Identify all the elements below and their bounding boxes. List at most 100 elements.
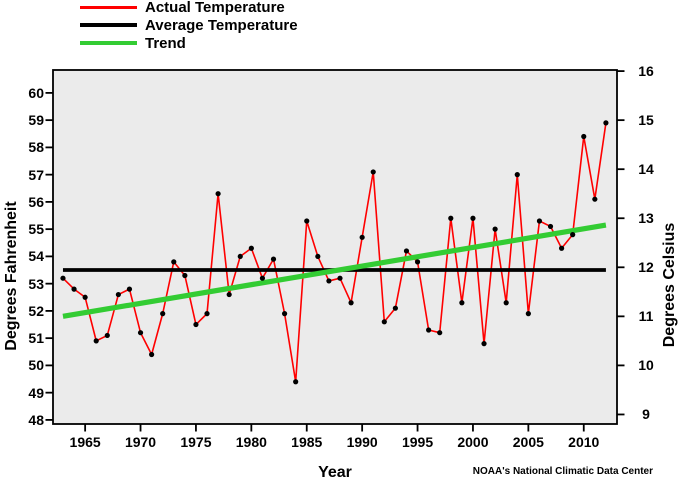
- data-point-marker: [193, 321, 199, 328]
- legend-item-actual-temperature: Actual Temperature: [80, 0, 298, 16]
- legend-label-average-temperature: Average Temperature: [145, 16, 298, 34]
- trend-line: [62, 222, 607, 319]
- fahrenheit-tick-label: 60: [28, 84, 44, 101]
- data-point-marker: [204, 311, 210, 317]
- data-point-marker: [226, 291, 232, 298]
- year-tick-label: 1975: [180, 434, 212, 450]
- data-point-marker: [525, 311, 531, 317]
- fahrenheit-tick-label: 55: [28, 221, 44, 238]
- data-point-marker: [82, 294, 88, 300]
- data-point-marker: [414, 259, 421, 265]
- fahrenheit-tick-label: 51: [28, 330, 44, 347]
- legend-item-trend: Trend: [80, 34, 298, 52]
- data-point-marker: [60, 275, 66, 281]
- celsius-tick-label: 14: [638, 161, 654, 178]
- fahrenheit-tick-label: 52: [28, 302, 44, 319]
- fahrenheit-tick-label: 49: [28, 384, 44, 401]
- data-point-marker: [470, 215, 476, 221]
- data-point-marker: [281, 311, 288, 317]
- data-point-marker: [392, 305, 398, 311]
- fahrenheit-tick-label: 56: [28, 193, 44, 210]
- data-point-marker: [558, 245, 565, 251]
- plot-background: [53, 70, 617, 424]
- celsius-tick-label: 13: [638, 210, 654, 227]
- data-point-marker: [348, 300, 354, 306]
- plot-frame: [52, 69, 618, 425]
- year-tick-label: 2005: [512, 434, 544, 450]
- year-tick-label: 1965: [69, 434, 101, 450]
- data-point-marker: [403, 248, 410, 254]
- fahrenheit-tick-label: 54: [28, 248, 44, 265]
- data-source-credit: NOAA's National Climatic Data Center: [472, 466, 653, 477]
- data-point-marker: [160, 311, 166, 317]
- year-tick-label: 1970: [124, 434, 157, 450]
- actual-temperature-line: [62, 122, 607, 383]
- chart-legend: Actual Temperature Average Temperature T…: [80, 0, 298, 52]
- data-point-marker: [237, 253, 243, 260]
- legend-swatch-trend: [80, 41, 137, 45]
- legend-item-average-temperature: Average Temperature: [80, 16, 298, 34]
- data-point-marker: [182, 272, 188, 279]
- data-point-marker: [171, 259, 177, 265]
- year-tick-label: 2010: [568, 434, 600, 450]
- celsius-tick-label: 9: [642, 406, 650, 423]
- year-tick-label: 1985: [291, 434, 323, 450]
- fahrenheit-tick-label: 58: [28, 139, 44, 156]
- legend-swatch-actual-temperature: [80, 5, 137, 9]
- year-tick-label: 1995: [401, 434, 434, 450]
- data-point-marker: [104, 332, 110, 339]
- fahrenheit-tick-label: 59: [28, 112, 44, 129]
- legend-label-actual-temperature: Actual Temperature: [145, 0, 285, 16]
- fahrenheit-tick-label: 50: [28, 357, 44, 374]
- celsius-tick-label: 16: [638, 63, 654, 80]
- year-tick-label: 1990: [346, 434, 378, 450]
- data-point-marker: [592, 196, 598, 202]
- data-point-marker: [547, 223, 554, 230]
- data-point-marker: [326, 278, 332, 284]
- year-tick-label: 2000: [457, 434, 489, 450]
- data-point-marker: [492, 226, 498, 232]
- data-point-marker: [426, 327, 432, 333]
- legend-label-trend: Trend: [145, 34, 186, 52]
- data-point-marker: [448, 215, 454, 221]
- fahrenheit-tick-label: 57: [28, 166, 44, 183]
- data-point-marker: [359, 234, 365, 240]
- celsius-tick-label: 15: [638, 112, 654, 129]
- y-axis-label-celsius: Degrees Celsius: [661, 222, 678, 348]
- x-axis-label-year: Year: [318, 464, 352, 481]
- data-point-marker: [149, 351, 155, 358]
- data-point-marker: [370, 169, 376, 175]
- celsius-tick-label: 12: [638, 259, 654, 276]
- celsius-tick-label: 11: [638, 308, 654, 325]
- fahrenheit-tick-label: 53: [28, 275, 44, 292]
- data-point-marker: [115, 291, 121, 298]
- data-point-marker: [93, 338, 99, 344]
- data-point-marker: [536, 218, 543, 224]
- data-point-marker: [270, 256, 277, 262]
- data-point-marker: [459, 300, 465, 306]
- data-point-marker: [570, 232, 576, 238]
- data-point-marker: [437, 330, 443, 336]
- data-point-marker: [259, 275, 266, 281]
- data-point-marker: [481, 341, 487, 347]
- y-axis-label-fahrenheit: Degrees Fahrenheit: [3, 201, 20, 351]
- data-point-marker: [581, 133, 587, 140]
- data-point-marker: [381, 319, 387, 325]
- data-point-marker: [137, 330, 144, 336]
- data-point-marker: [503, 300, 509, 306]
- data-point-marker: [315, 253, 321, 260]
- data-point-marker: [71, 286, 77, 292]
- data-point-marker: [126, 286, 133, 292]
- data-point-marker: [603, 120, 609, 126]
- year-tick-label: 1980: [235, 434, 267, 450]
- data-point-marker: [215, 191, 221, 197]
- data-point-marker: [248, 245, 254, 251]
- legend-swatch-average-temperature: [80, 23, 137, 27]
- data-point-marker: [304, 218, 310, 224]
- fahrenheit-tick-label: 48: [28, 411, 44, 428]
- data-point-marker: [293, 379, 299, 385]
- data-point-marker: [337, 275, 343, 281]
- data-point-marker: [514, 172, 520, 178]
